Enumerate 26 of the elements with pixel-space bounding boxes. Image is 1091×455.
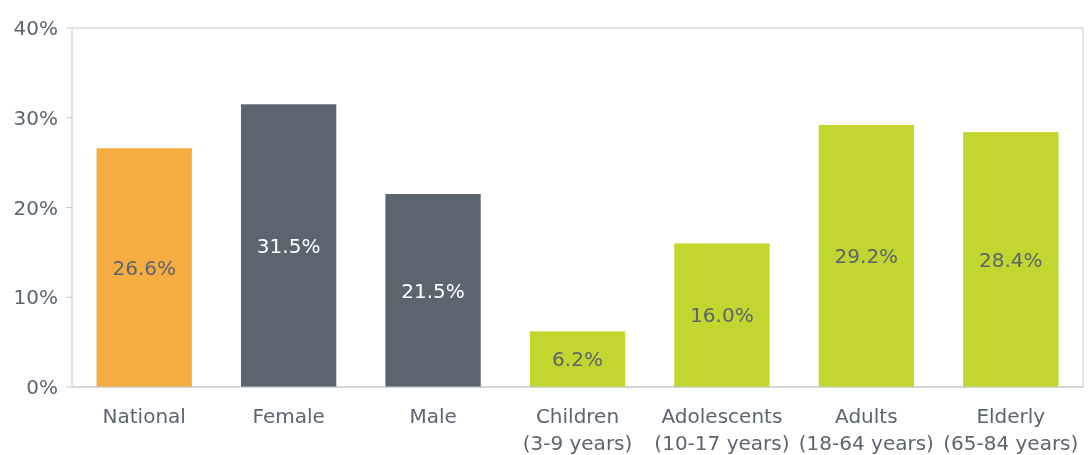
y-tick-label: 20% [13,195,58,220]
bar [240,104,337,387]
x-tick-label: Male [409,404,457,428]
bar [529,331,626,387]
data-label: 28.4% [979,247,1043,272]
data-label: 16.0% [690,303,754,328]
x-tick-label: Adults (18-64 years) [798,404,934,455]
bar [674,243,770,387]
x-tick-label: Elderly (65-84 years) [943,404,1079,455]
data-label: 29.2% [834,243,899,268]
data-label: 6.2% [552,347,603,372]
y-tick-label: 0% [26,375,58,399]
data-label: 31.5% [256,233,321,258]
x-tick-label: Adolescents (10-17 years) [654,404,790,455]
y-tick-label: 10% [13,285,58,310]
data-label: 26.6% [112,255,176,280]
bar [96,148,192,387]
x-tick-label: Children (3-9 years) [522,404,633,455]
x-tick-label: Female [252,404,325,428]
bar [818,124,915,387]
bar [963,132,1059,387]
y-tick-label: 40% [13,16,58,40]
x-tick-label: National [102,404,186,428]
y-tick-label: 30% [13,105,58,130]
data-label: 21.5% [401,278,465,303]
bar [385,194,481,387]
